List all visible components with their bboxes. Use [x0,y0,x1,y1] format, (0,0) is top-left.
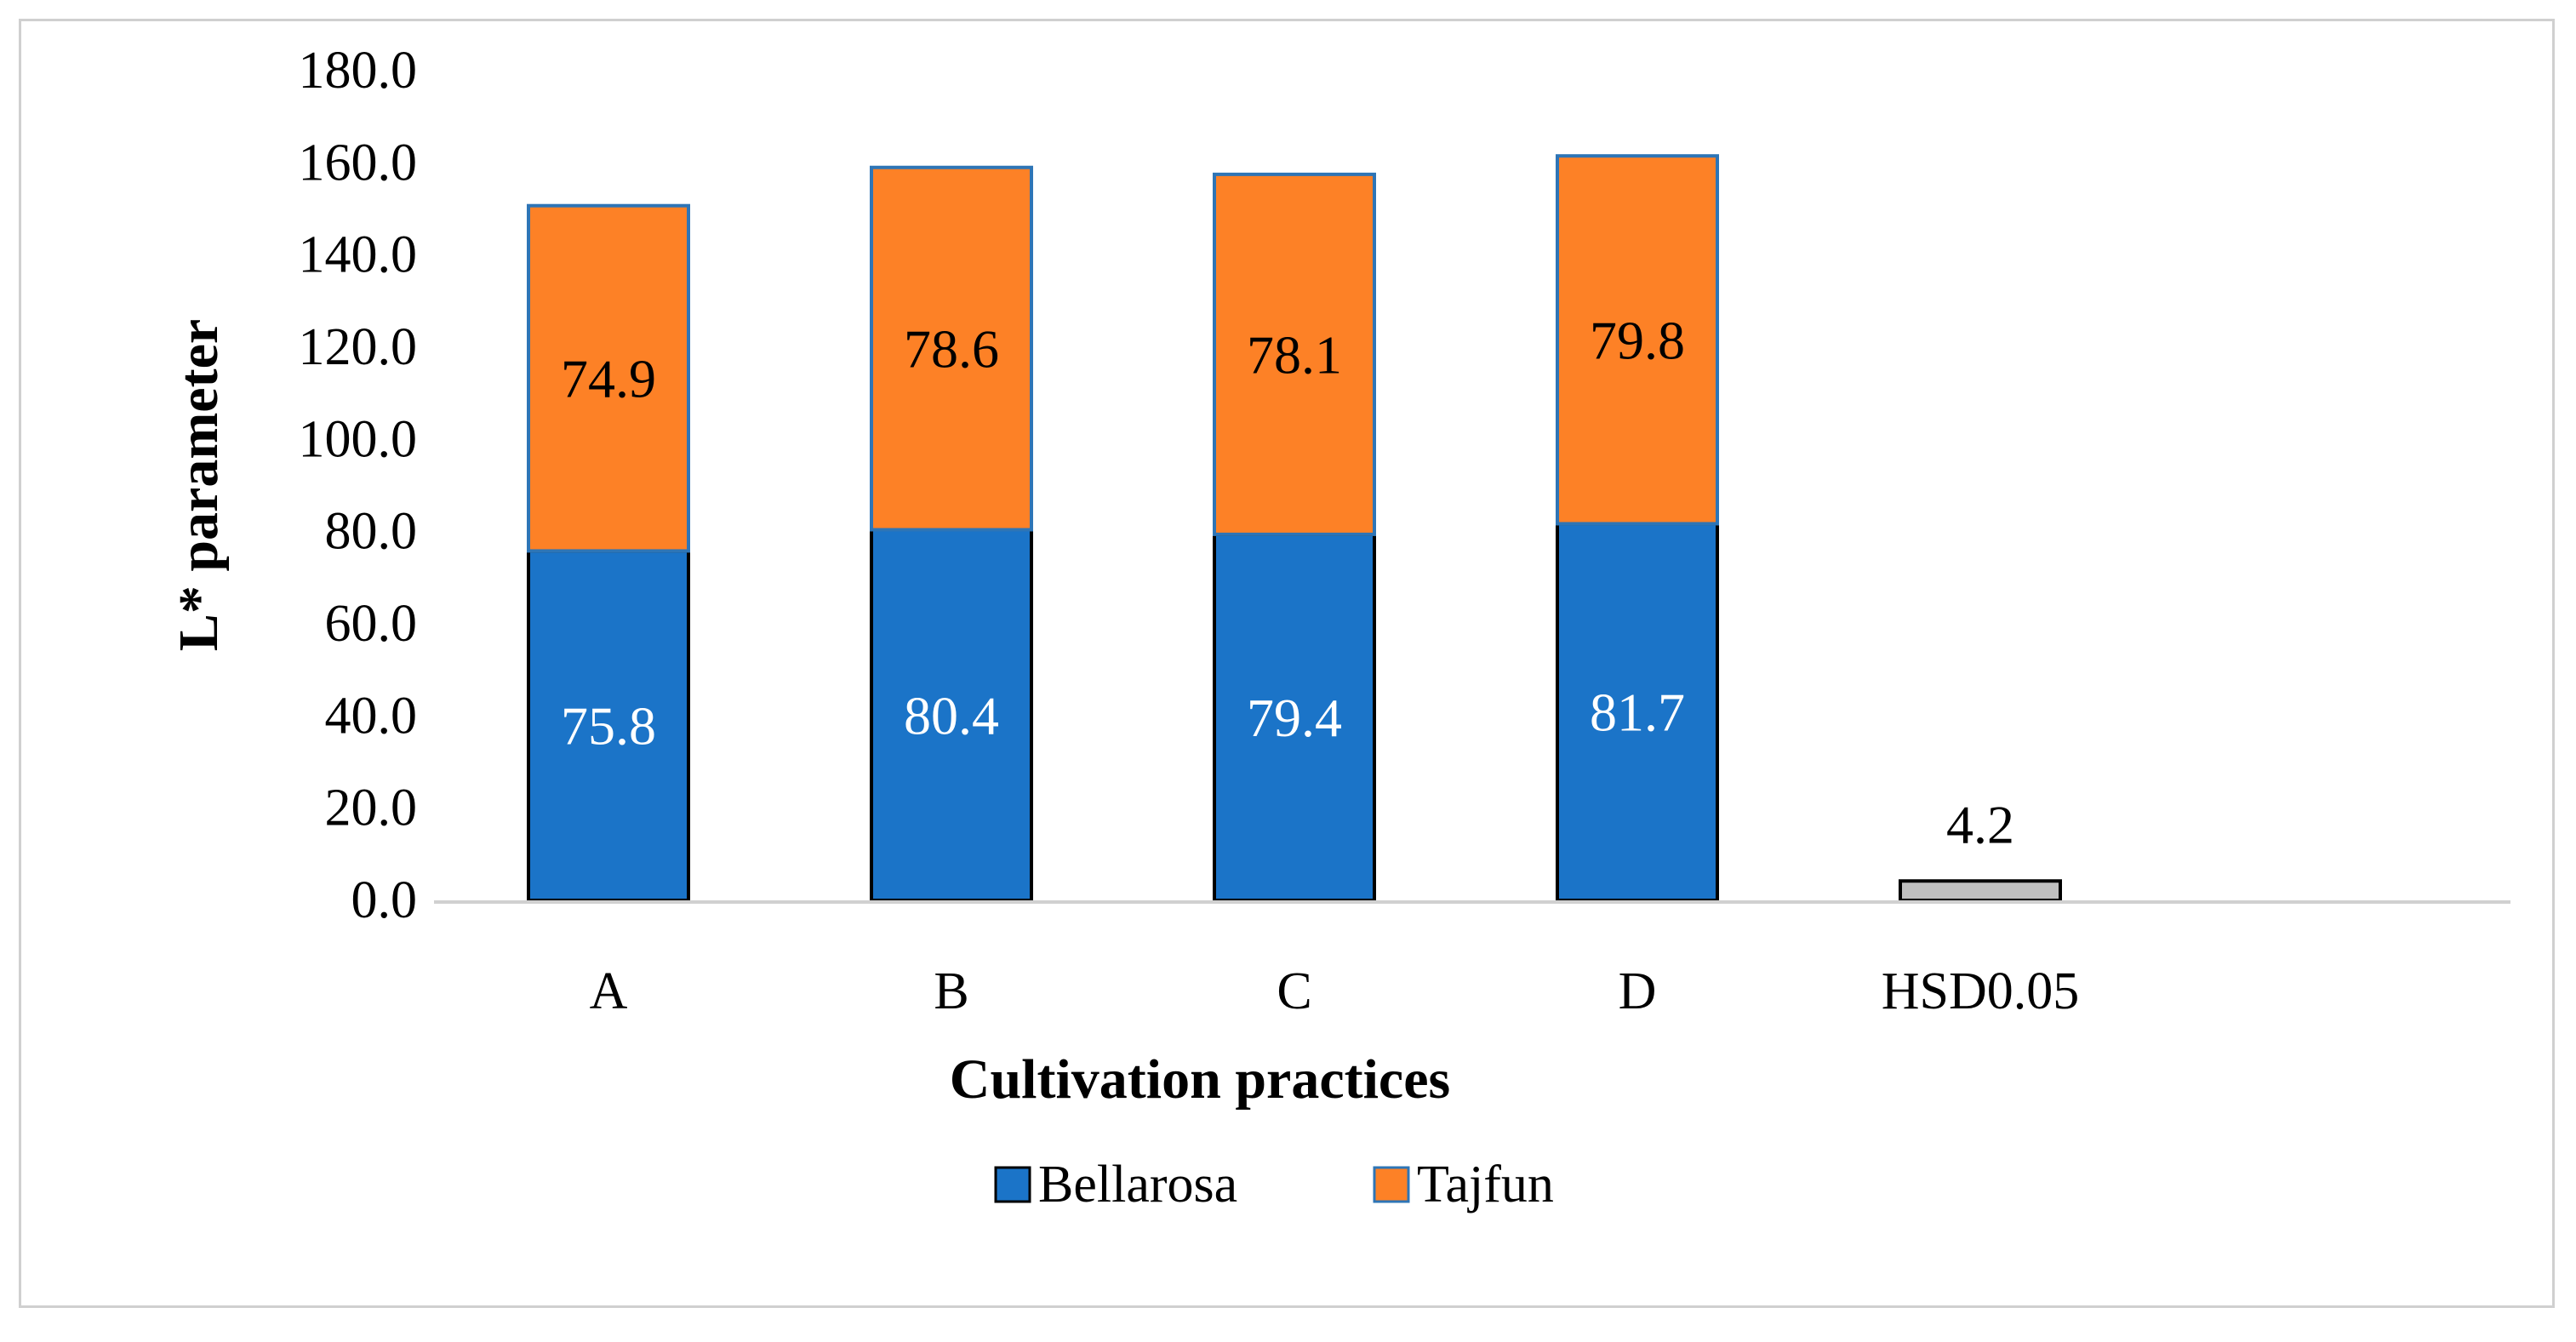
data-label-bellarosa-a: 75.8 [561,696,656,757]
legend: Bellarosa Tajfun [994,1156,1554,1214]
y-tick-label: 100.0 [299,410,418,468]
bar-hsd-hsd005 [1899,879,2062,902]
category-label: B [934,962,968,1020]
y-tick-label: 180.0 [299,42,418,100]
x-axis-title: Cultivation practices [950,1048,1450,1111]
bars [527,154,2062,903]
data-label-tajfun-d: 79.8 [1590,310,1685,370]
data-labels: 75.8 74.9 80.4 78.6 79.4 78.1 81.7 79.8 4.2 [561,310,2014,854]
bar-tajfun-a [527,203,690,553]
bar-tajfun-d [1556,154,1719,526]
y-axis-title: L* parameter [168,319,230,651]
legend-swatch-tajfun [1373,1166,1410,1203]
stacked-bar-chart: 0.0 20.0 40.0 60.0 80.0 100.0 120.0 140.0 160.0 1… [168,42,2510,1214]
data-label-bellarosa-c: 79.4 [1247,688,1342,748]
y-tick-label: 0.0 [351,871,418,929]
bar-tajfun-c [1213,172,1376,536]
y-tick-label: 120.0 [299,318,418,376]
category-labels: A B C D HSD0.05 [590,962,2080,1020]
bar-tajfun-b [870,165,1033,532]
legend-label-bellarosa: Bellarosa [1038,1156,1237,1214]
data-label-tajfun-c: 78.1 [1247,324,1342,385]
category-label: C [1277,962,1311,1020]
category-label: D [1619,962,1657,1020]
y-tick-label: 140.0 [299,226,418,284]
legend-swatch-bellarosa [994,1166,1031,1203]
y-tick-label: 60.0 [325,595,418,653]
category-label: HSD0.05 [1882,962,2080,1020]
data-label-hsd-hsd005: 4.2 [1946,794,2014,854]
bar-bellarosa-a [527,549,690,903]
y-axis-ticks: 0.0 20.0 40.0 60.0 80.0 100.0 120.0 140.0 160.0 1… [299,42,418,929]
y-tick-label: 20.0 [325,780,418,837]
data-label-tajfun-b: 78.6 [904,319,999,380]
category-label: A [590,962,628,1020]
chart-frame: 0.0 20.0 40.0 60.0 80.0 100.0 120.0 140.0 160.0 1… [19,19,2555,1308]
y-tick-label: 80.0 [325,503,418,561]
data-label-bellarosa-b: 80.4 [904,685,999,745]
data-label-tajfun-a: 74.9 [561,349,656,409]
data-label-bellarosa-d: 81.7 [1590,682,1685,743]
legend-label-tajfun: Tajfun [1417,1156,1554,1214]
y-tick-label: 160.0 [299,134,418,191]
y-tick-label: 40.0 [325,687,418,745]
